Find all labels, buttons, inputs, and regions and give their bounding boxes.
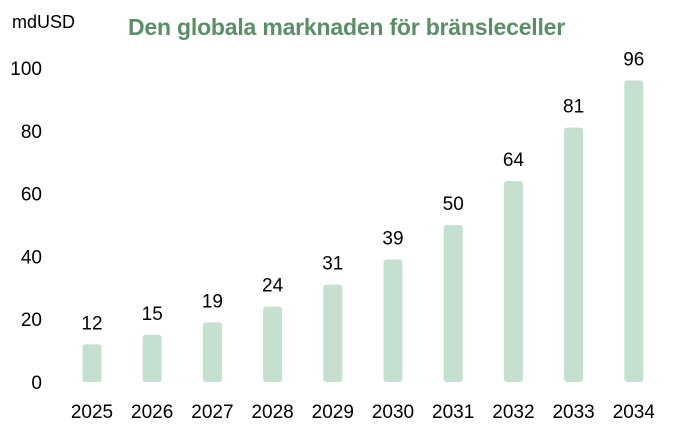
bar-2032 bbox=[503, 181, 523, 382]
data-label-2026: 15 bbox=[142, 304, 163, 325]
bar-2025 bbox=[82, 344, 102, 382]
data-label-2033: 81 bbox=[563, 97, 584, 118]
y-tick-label: 40 bbox=[21, 247, 42, 268]
y-tick-label: 20 bbox=[21, 310, 42, 331]
x-tick-label-2034: 2034 bbox=[613, 402, 656, 423]
x-tick-label-2028: 2028 bbox=[251, 402, 293, 423]
y-tick-label: 100 bbox=[10, 59, 42, 80]
data-label-2032: 64 bbox=[503, 150, 525, 171]
bar-2028 bbox=[263, 306, 283, 382]
data-label-2029: 31 bbox=[322, 254, 343, 275]
data-label-2025: 12 bbox=[81, 313, 102, 334]
x-tick-label-2033: 2033 bbox=[552, 402, 594, 423]
y-axis-unit-label: mdUSD bbox=[12, 12, 76, 32]
y-tick-label: 80 bbox=[21, 122, 42, 143]
chart-title: Den globala marknaden för bränsleceller bbox=[128, 14, 566, 40]
data-label-2031: 50 bbox=[443, 194, 464, 215]
x-tick-label-2030: 2030 bbox=[372, 402, 414, 423]
data-label-2028: 24 bbox=[262, 276, 284, 297]
x-tick-label-2027: 2027 bbox=[191, 402, 233, 423]
y-tick-label: 0 bbox=[31, 373, 42, 394]
x-tick-label-2031: 2031 bbox=[432, 402, 474, 423]
data-label-2030: 39 bbox=[382, 229, 403, 250]
x-tick-label-2025: 2025 bbox=[71, 402, 113, 423]
x-tick-label-2029: 2029 bbox=[312, 402, 354, 423]
bar-2027 bbox=[202, 322, 222, 382]
y-tick-label: 60 bbox=[21, 185, 42, 206]
x-tick-label-2032: 2032 bbox=[492, 402, 534, 423]
data-label-2034: 96 bbox=[623, 50, 644, 71]
bar-2031 bbox=[443, 225, 463, 382]
bar-2029 bbox=[323, 284, 343, 382]
bar-2034 bbox=[624, 80, 644, 382]
bar-2033 bbox=[564, 127, 584, 382]
data-label-2027: 19 bbox=[202, 291, 223, 312]
x-tick-label-2026: 2026 bbox=[131, 402, 173, 423]
bar-2030 bbox=[383, 259, 403, 382]
bar-2026 bbox=[142, 334, 162, 382]
